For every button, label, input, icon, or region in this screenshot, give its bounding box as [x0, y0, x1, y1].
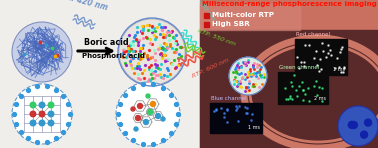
Text: Green channel: Green channel: [279, 65, 319, 70]
Text: Blue channel: Blue channel: [211, 96, 246, 101]
Circle shape: [48, 111, 54, 117]
Circle shape: [119, 19, 185, 85]
Text: Multi-color RTP: Multi-color RTP: [212, 12, 274, 18]
Circle shape: [144, 119, 149, 124]
Circle shape: [39, 102, 45, 108]
Bar: [200, 0, 378, 148]
Bar: [200, 30, 378, 148]
Circle shape: [364, 119, 372, 126]
Circle shape: [229, 57, 267, 95]
Circle shape: [134, 127, 138, 131]
Circle shape: [338, 106, 378, 146]
Text: FL: 420 nm: FL: 420 nm: [60, 0, 108, 12]
Bar: [278, 72, 328, 104]
Circle shape: [350, 122, 357, 128]
Circle shape: [30, 120, 36, 126]
Bar: [204, 13, 209, 18]
Circle shape: [147, 110, 152, 115]
Circle shape: [12, 84, 72, 144]
Circle shape: [30, 102, 36, 108]
Circle shape: [146, 94, 150, 98]
Circle shape: [348, 121, 355, 128]
Circle shape: [48, 102, 54, 108]
Circle shape: [116, 82, 180, 146]
Text: Milisecond-range phosphorescence imaging: Milisecond-range phosphorescence imaging: [201, 1, 376, 7]
Circle shape: [161, 117, 165, 121]
Circle shape: [39, 120, 45, 126]
Circle shape: [30, 111, 36, 117]
Text: Red channel: Red channel: [296, 32, 330, 37]
Circle shape: [361, 131, 367, 138]
Bar: [0, 0, 200, 148]
Circle shape: [48, 120, 54, 126]
Bar: [204, 22, 209, 27]
Bar: [210, 103, 262, 133]
Text: Boric acid: Boric acid: [84, 38, 129, 47]
Text: RTP: 480 nm: RTP: 480 nm: [188, 0, 215, 21]
Text: RTP: 550 nm: RTP: 550 nm: [197, 29, 236, 47]
Text: High SBR: High SBR: [212, 21, 250, 27]
Circle shape: [12, 22, 72, 82]
Circle shape: [135, 115, 141, 120]
Text: 2 ms: 2 ms: [314, 96, 326, 101]
Circle shape: [138, 103, 143, 108]
Circle shape: [150, 102, 155, 107]
Bar: [295, 39, 347, 75]
Bar: [200, 4, 300, 30]
Text: 1 ms: 1 ms: [248, 125, 260, 130]
Text: RTP: 600 nm: RTP: 600 nm: [191, 58, 229, 79]
Circle shape: [131, 107, 135, 111]
Circle shape: [39, 111, 45, 117]
Text: Phosphoric acid: Phosphoric acid: [82, 53, 145, 59]
Circle shape: [155, 114, 161, 119]
Text: 1 ms: 1 ms: [333, 67, 345, 72]
